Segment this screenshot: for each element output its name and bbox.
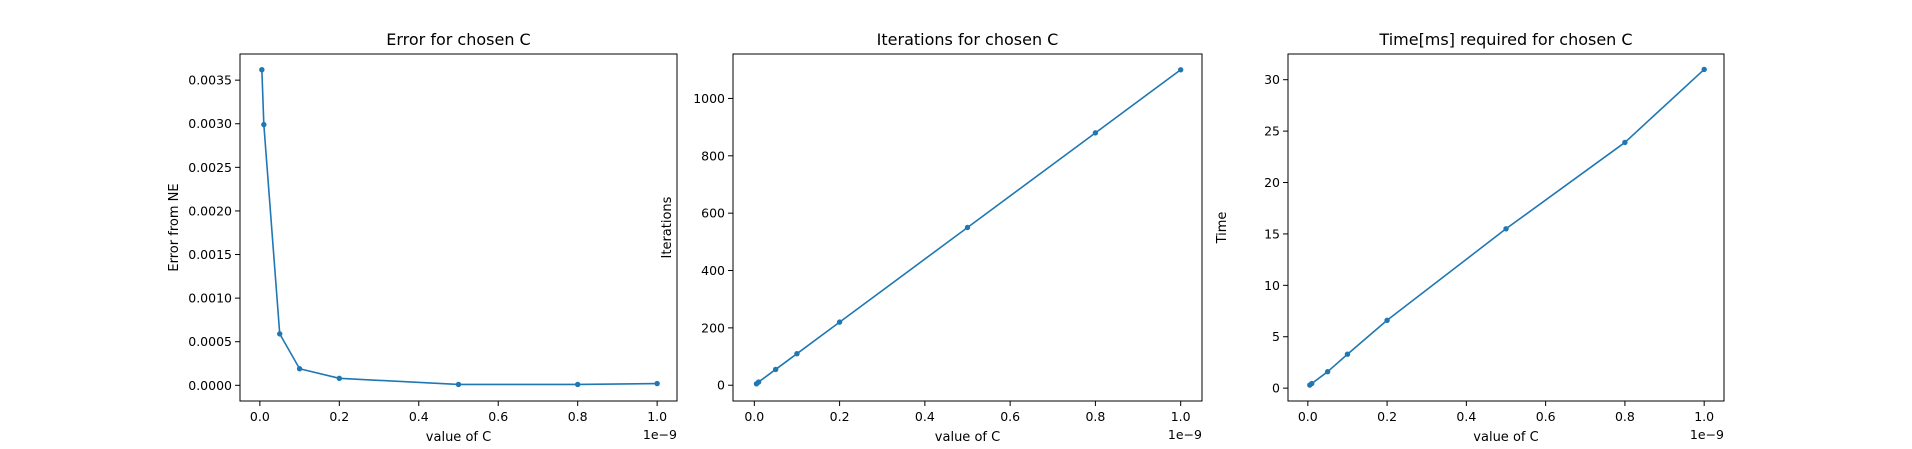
y-tick-label: 10: [1264, 278, 1280, 293]
x-offset-text: 1e−9: [1690, 427, 1724, 442]
data-point: [1092, 130, 1099, 136]
data-point: [836, 319, 843, 325]
data-point: [1324, 368, 1331, 375]
chart-title: Iterations for chosen C: [877, 30, 1059, 49]
data-point: [1177, 67, 1184, 73]
x-tick-label: 0.2: [1377, 409, 1397, 424]
y-tick-label: 200: [701, 320, 725, 335]
y-tick-label: 0.0005: [188, 334, 232, 349]
series-line: [1309, 68, 1705, 386]
data-point: [1622, 139, 1628, 146]
data-point: [1309, 380, 1315, 387]
x-tick-label: 0.4: [915, 409, 935, 424]
x-tick-label: 0.6: [1536, 409, 1556, 424]
data-point: [277, 331, 283, 337]
chart-panel-1: Error for chosen C 0.0 0.2 0.4 0.6 0.8 1.0 0.00…: [167, 30, 678, 445]
x-tick-label: 0.2: [830, 409, 850, 424]
y-axis-label: Iterations: [660, 196, 675, 258]
y-tick-label: 20: [1264, 175, 1280, 190]
y-tick-label: 1000: [693, 91, 725, 106]
axes-frame: [1287, 53, 1725, 402]
y-tick-label: 0.0035: [188, 73, 232, 88]
data-point: [259, 66, 265, 73]
chart-panel-2: Iterations for chosen C 0.0 0.2 0.4 0.6 0.8 1.…: [660, 30, 1203, 445]
data-point: [755, 379, 762, 385]
data-point: [964, 224, 971, 231]
data-point: [1344, 351, 1351, 357]
y-tick-label: 15: [1264, 226, 1280, 241]
y-tick-label: 0.0025: [188, 160, 232, 175]
x-tick-label: 0.8: [1085, 409, 1105, 424]
series-line: [261, 68, 658, 386]
y-tick-label: 600: [701, 206, 725, 221]
data-point: [794, 350, 800, 357]
x-tick-label: 0.6: [488, 409, 508, 424]
x-axis-label: value of C: [1473, 430, 1538, 445]
x-tick-label: 0.8: [568, 409, 588, 424]
y-tick-label: 0.0030: [188, 116, 232, 131]
x-axis-label: value of C: [935, 430, 1000, 445]
data-point: [1384, 317, 1390, 323]
x-tick-label: 1.0: [1694, 409, 1714, 424]
y-tick-label: 25: [1264, 124, 1280, 139]
data-point: [455, 381, 462, 388]
x-tick-label: 0.0: [1298, 409, 1318, 424]
data-point: [296, 366, 303, 372]
y-tick-label: 0: [1272, 381, 1280, 396]
x-tick-label: 0.0: [744, 409, 764, 424]
x-tick-label: 1.0: [1171, 409, 1191, 424]
axes-frame: [732, 53, 1203, 402]
data-point: [654, 380, 660, 387]
data-point: [1701, 66, 1707, 73]
x-offset-text: 1e−9: [643, 427, 677, 442]
x-tick-label: 1.0: [647, 409, 667, 424]
data-point: [261, 121, 267, 128]
chart-panel-3: Time[ms] required for chosen C 0.0 0.2 0.4 0…: [1215, 30, 1725, 445]
y-tick-label: 800: [701, 148, 725, 163]
y-tick-label: 0.0000: [188, 378, 232, 393]
x-tick-label: 0.4: [409, 409, 429, 424]
data-point: [772, 366, 779, 373]
y-tick-label: 0: [717, 378, 725, 393]
y-axis-label: Time: [1215, 212, 1230, 245]
x-offset-text: 1e−9: [1168, 427, 1202, 442]
y-tick-label: 5: [1272, 329, 1280, 344]
chart-title: Time[ms] required for chosen C: [1378, 30, 1632, 49]
y-axis-label: Error from NE: [167, 183, 182, 271]
data-point: [1503, 226, 1509, 232]
data-point: [336, 375, 343, 382]
y-tick-label: 30: [1264, 72, 1280, 87]
x-tick-label: 0.2: [329, 409, 349, 424]
data-point: [574, 381, 581, 388]
y-tick-label: 0.0020: [188, 203, 232, 218]
y-tick-label: 0.0010: [188, 291, 232, 306]
y-tick-label: 0.0015: [188, 247, 232, 262]
x-tick-label: 0.0: [250, 409, 270, 424]
x-axis-label: value of C: [426, 430, 491, 445]
chart-title: Error for chosen C: [386, 30, 530, 49]
x-tick-label: 0.6: [1000, 409, 1020, 424]
x-tick-label: 0.4: [1456, 409, 1476, 424]
axes-frame: [239, 53, 678, 402]
x-tick-label: 0.8: [1615, 409, 1635, 424]
y-tick-label: 400: [701, 263, 725, 278]
series-line: [755, 68, 1182, 385]
